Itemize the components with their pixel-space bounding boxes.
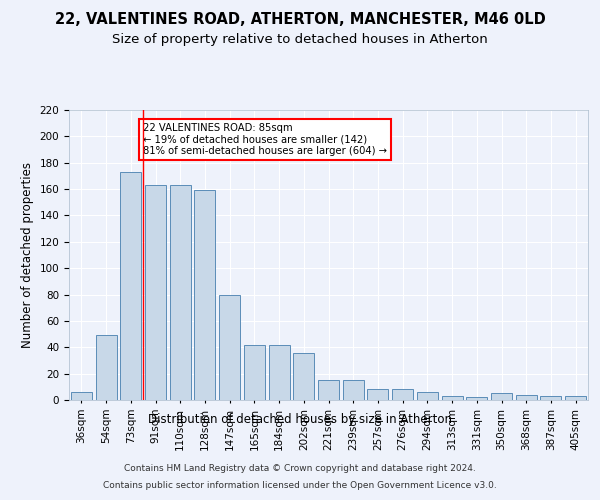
Bar <box>417 392 438 400</box>
Bar <box>466 398 487 400</box>
Bar <box>367 390 388 400</box>
Text: 22 VALENTINES ROAD: 85sqm
← 19% of detached houses are smaller (142)
81% of semi: 22 VALENTINES ROAD: 85sqm ← 19% of detac… <box>143 123 387 156</box>
Bar <box>145 185 166 400</box>
Text: Contains public sector information licensed under the Open Government Licence v3: Contains public sector information licen… <box>103 481 497 490</box>
Bar <box>392 390 413 400</box>
Bar <box>120 172 141 400</box>
Bar <box>71 392 92 400</box>
Bar <box>565 396 586 400</box>
Bar <box>318 380 339 400</box>
Text: 22, VALENTINES ROAD, ATHERTON, MANCHESTER, M46 0LD: 22, VALENTINES ROAD, ATHERTON, MANCHESTE… <box>55 12 545 28</box>
Text: Size of property relative to detached houses in Atherton: Size of property relative to detached ho… <box>112 32 488 46</box>
Text: Contains HM Land Registry data © Crown copyright and database right 2024.: Contains HM Land Registry data © Crown c… <box>124 464 476 473</box>
Bar <box>95 336 116 400</box>
Bar <box>293 352 314 400</box>
Bar <box>343 380 364 400</box>
Bar <box>170 185 191 400</box>
Text: Distribution of detached houses by size in Atherton: Distribution of detached houses by size … <box>148 412 452 426</box>
Bar <box>541 396 562 400</box>
Bar <box>516 394 537 400</box>
Bar <box>194 190 215 400</box>
Y-axis label: Number of detached properties: Number of detached properties <box>21 162 34 348</box>
Bar <box>269 344 290 400</box>
Bar <box>219 294 240 400</box>
Bar <box>491 394 512 400</box>
Bar <box>244 344 265 400</box>
Bar <box>442 396 463 400</box>
